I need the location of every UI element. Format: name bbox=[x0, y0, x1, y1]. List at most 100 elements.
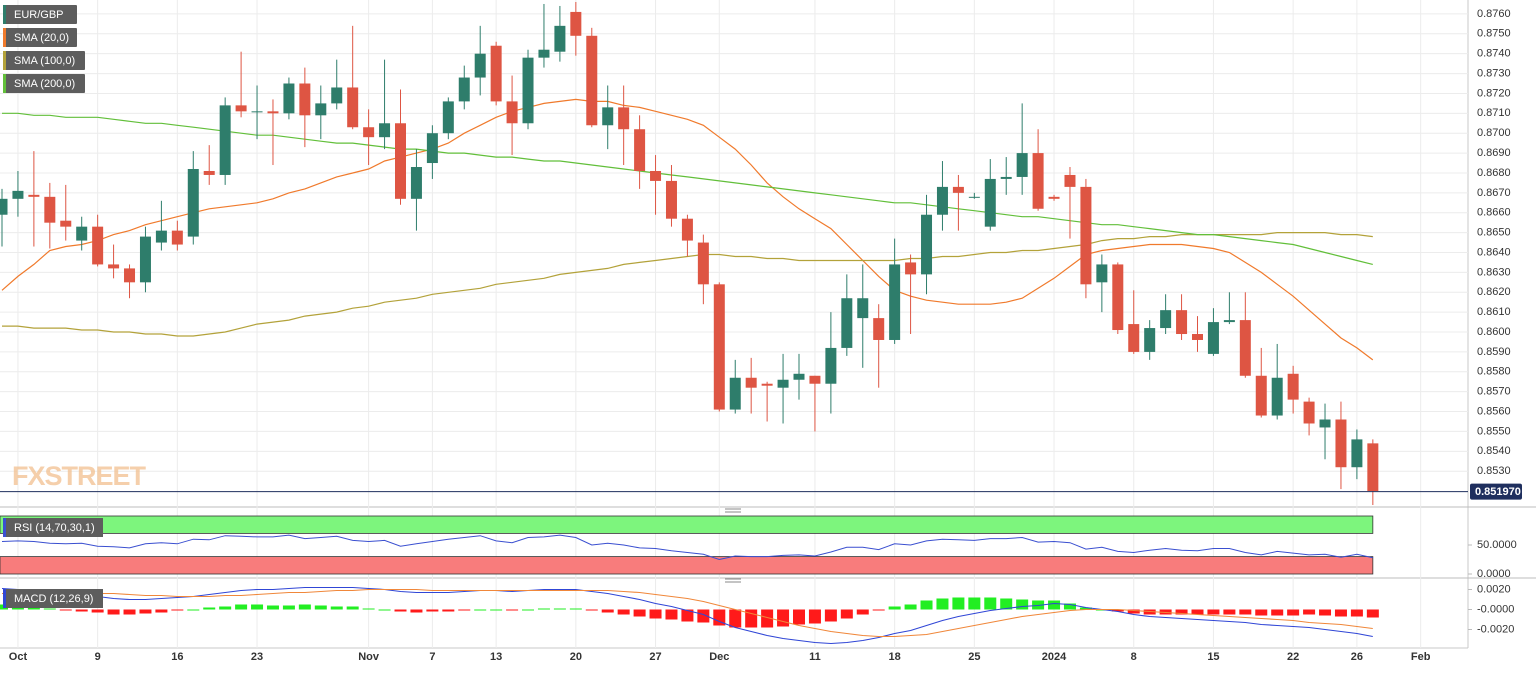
candle-body bbox=[1271, 377, 1283, 416]
histogram-bar bbox=[1303, 609, 1316, 615]
x-tick-label: 13 bbox=[490, 651, 502, 663]
x-tick-label: 23 bbox=[251, 651, 263, 663]
y-tick-label: 0.8560 bbox=[1477, 405, 1511, 417]
histogram-bar bbox=[856, 609, 869, 615]
candle-body bbox=[1287, 373, 1299, 400]
y-tick-label: 0.0000 bbox=[1477, 568, 1511, 580]
histogram-bar bbox=[1350, 609, 1363, 617]
oversold-band bbox=[0, 556, 1374, 575]
candle-body bbox=[936, 186, 948, 215]
histogram-bar bbox=[1255, 609, 1268, 616]
histogram-bar bbox=[585, 609, 598, 611]
candle-body bbox=[697, 242, 709, 285]
x-tick-label: Dec bbox=[709, 651, 729, 663]
y-tick-label: 0.8700 bbox=[1477, 127, 1511, 139]
candle-body bbox=[1192, 334, 1203, 340]
candle-body bbox=[650, 170, 662, 181]
histogram-bar bbox=[282, 605, 295, 610]
y-tick-label: 0.8730 bbox=[1477, 67, 1511, 79]
histogram-bar bbox=[601, 609, 614, 613]
histogram-bar bbox=[697, 609, 710, 623]
overbought-band bbox=[0, 515, 1374, 534]
histogram-bar bbox=[235, 604, 248, 610]
resize-grip[interactable] bbox=[725, 578, 741, 583]
candle-body bbox=[889, 264, 901, 340]
candle-body bbox=[1176, 310, 1188, 335]
y-tick-label: 0.8750 bbox=[1477, 28, 1511, 40]
histogram-bar bbox=[824, 609, 837, 622]
x-tick-label: 20 bbox=[570, 651, 582, 663]
y-tick-label: -0.0020 bbox=[1477, 623, 1514, 635]
candle-body bbox=[490, 45, 502, 102]
histogram-bar bbox=[187, 609, 200, 611]
candle-body bbox=[1335, 419, 1347, 468]
histogram-bar bbox=[1287, 609, 1300, 616]
histogram-bar bbox=[936, 598, 949, 610]
candle-body bbox=[905, 262, 917, 275]
candle-body bbox=[1128, 324, 1140, 352]
histogram-bar bbox=[1175, 609, 1188, 615]
candle-body bbox=[28, 194, 40, 197]
candle-body bbox=[331, 87, 343, 104]
candle-body bbox=[347, 87, 359, 128]
histogram-bar bbox=[1334, 609, 1347, 617]
histogram-bar bbox=[537, 608, 550, 610]
candle-body bbox=[1207, 322, 1219, 354]
candle-body bbox=[283, 83, 295, 114]
indicator-line bbox=[1, 534, 1373, 561]
y-tick-label: 0.8680 bbox=[1477, 167, 1511, 179]
candle-body bbox=[0, 198, 8, 215]
histogram-bar bbox=[1191, 609, 1204, 615]
histogram-bar bbox=[840, 609, 853, 619]
legend-swatch bbox=[3, 51, 6, 70]
histogram-bar bbox=[442, 609, 455, 612]
candle-body bbox=[618, 107, 630, 130]
x-tick-label: Oct bbox=[9, 651, 28, 663]
candle-body bbox=[1239, 320, 1251, 376]
candle-body bbox=[1000, 176, 1012, 179]
histogram-bar bbox=[681, 609, 694, 622]
histogram-bar bbox=[1239, 609, 1252, 615]
histogram-bar bbox=[203, 607, 216, 610]
y-tick-label: 0.8600 bbox=[1477, 326, 1511, 338]
candle-body bbox=[793, 373, 805, 380]
candle-body bbox=[1032, 153, 1044, 209]
x-tick-label: 27 bbox=[649, 651, 661, 663]
y-tick-label: 0.8740 bbox=[1477, 48, 1511, 60]
histogram-bar bbox=[1319, 609, 1332, 616]
last-price-tag bbox=[1470, 483, 1522, 500]
histogram-bar bbox=[1063, 603, 1076, 610]
y-tick-label: 0.8650 bbox=[1477, 227, 1511, 239]
histogram-bar bbox=[952, 597, 965, 610]
y-tick-label: 0.8670 bbox=[1477, 187, 1511, 199]
legend-label: EUR/GBP bbox=[14, 9, 64, 21]
histogram-bar bbox=[569, 608, 582, 610]
candle-body bbox=[602, 107, 614, 126]
candle-body bbox=[952, 186, 964, 193]
candle-body bbox=[554, 25, 566, 52]
candle-body bbox=[410, 167, 422, 199]
candle-body bbox=[426, 133, 438, 164]
x-tick-label: 25 bbox=[968, 651, 980, 663]
candle-body bbox=[1255, 375, 1267, 416]
x-tick-label: Nov bbox=[358, 651, 380, 663]
histogram-bar bbox=[888, 606, 901, 610]
candle-body bbox=[251, 111, 263, 113]
candle-body bbox=[634, 129, 646, 171]
legend-swatch bbox=[3, 74, 6, 93]
legend-box bbox=[3, 589, 103, 608]
candle-body bbox=[538, 49, 550, 58]
candle-body bbox=[1303, 401, 1315, 424]
candle-body bbox=[235, 105, 247, 112]
candle-body bbox=[1223, 320, 1235, 323]
histogram-bar bbox=[123, 609, 136, 615]
candle-body bbox=[1319, 419, 1331, 428]
candle-body bbox=[841, 298, 853, 348]
candle-body bbox=[921, 214, 933, 275]
histogram-bar bbox=[968, 597, 981, 610]
x-tick-label: Feb bbox=[1411, 651, 1431, 663]
candle-body bbox=[825, 347, 837, 384]
candle-body bbox=[1160, 310, 1172, 329]
resize-grip[interactable] bbox=[725, 508, 741, 513]
